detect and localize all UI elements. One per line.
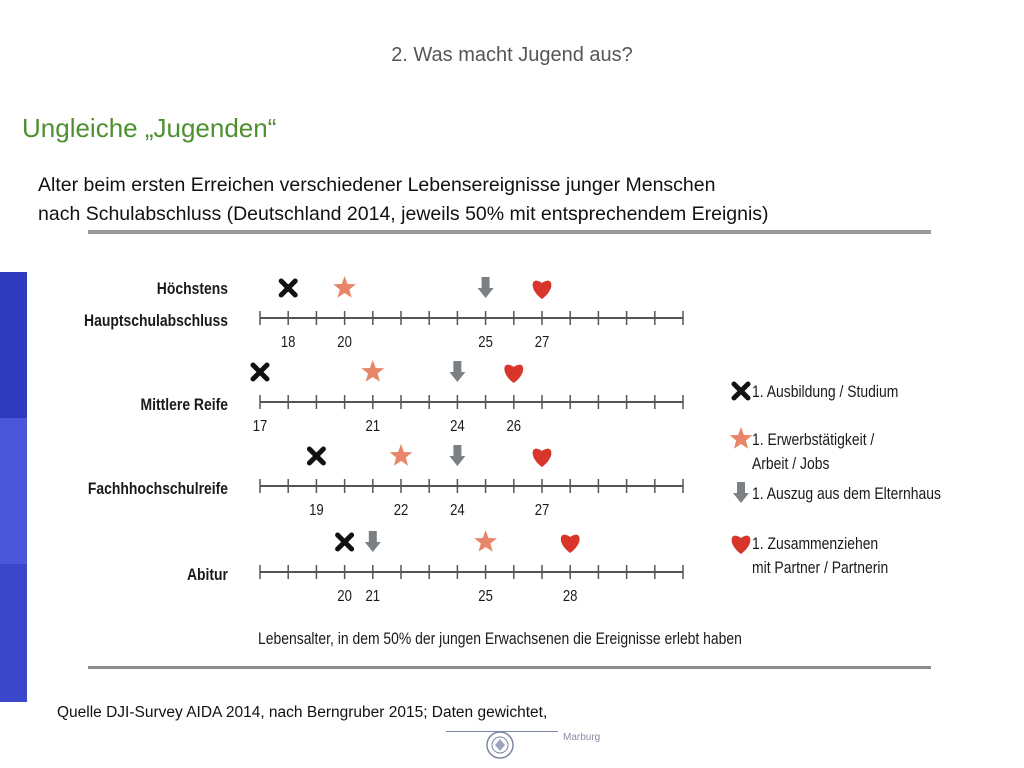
subtitle-line-1: Alter beim ersten Erreichen verschiedene… [38, 174, 716, 196]
star-icon [729, 427, 753, 449]
star-marker-icon [474, 530, 497, 552]
star-marker-icon [333, 276, 356, 298]
tick-label: 25 [478, 588, 493, 605]
tick-label: 24 [450, 418, 465, 435]
x-axis-label: Lebensalter, in dem 50% der jungen Erwac… [258, 630, 742, 649]
group-label: Hauptschulabschluss [84, 312, 228, 331]
top-rule [88, 230, 931, 234]
arrow-down-marker-icon [364, 531, 381, 552]
tick-label: 22 [394, 502, 409, 519]
group-label: Fachhhochschulreife [88, 480, 228, 499]
star-marker-icon [389, 444, 413, 466]
group-label: Mittlere Reife [141, 396, 229, 415]
subtitle-line-2: nach Schulabschluss (Deutschland 2014, j… [38, 203, 769, 225]
cross-marker-icon [306, 446, 326, 466]
tick-label: 28 [563, 588, 578, 605]
left-accent-bars [0, 272, 27, 702]
legend-label: Arbeit / Jobs [752, 455, 830, 474]
cross-icon [731, 381, 751, 401]
tick-label: 27 [535, 334, 550, 351]
left-bar-3 [0, 564, 27, 702]
arrow-down-icon [733, 482, 749, 503]
cross-marker-icon [278, 278, 298, 298]
tick-label: 17 [253, 418, 268, 435]
logo-text: Marburg [563, 732, 601, 743]
tick-label: 21 [366, 588, 381, 605]
legend-label: 1. Zusammenziehen [752, 535, 878, 554]
slide-title: Ungleiche „Jugenden“ [22, 113, 277, 143]
tick-label: 20 [337, 588, 352, 605]
tick-label: 27 [535, 502, 550, 519]
heart-icon [731, 535, 751, 554]
tick-label: 21 [366, 418, 381, 435]
legend-label: mit Partner / Partnerin [752, 559, 888, 578]
heart-marker-icon [504, 364, 524, 383]
source-note: Quelle DJI-Survey AIDA 2014, nach Berngr… [57, 704, 548, 721]
cross-marker-icon [335, 532, 355, 552]
tick-label: 24 [450, 502, 465, 519]
left-bar-1 [0, 272, 27, 418]
legend-label: 1. Auszug aus dem Elternhaus [752, 485, 941, 504]
bottom-rule [88, 666, 931, 669]
section-title: 2. Was macht Jugend aus? [391, 44, 633, 66]
arrow-down-marker-icon [449, 361, 466, 382]
tick-label: 25 [478, 334, 493, 351]
legend-label: 1. Ausbildung / Studium [752, 383, 898, 402]
arrow-down-marker-icon [449, 445, 466, 466]
heart-marker-icon [532, 448, 552, 467]
tick-label: 20 [337, 334, 352, 351]
university-seal-icon [486, 731, 514, 759]
cross-marker-icon [250, 362, 270, 382]
tick-label: 18 [281, 334, 296, 351]
left-bar-2 [0, 418, 27, 564]
heart-marker-icon [532, 280, 552, 299]
group-label: Höchstens [157, 280, 228, 299]
star-marker-icon [361, 360, 385, 382]
chart-subtitle: Alter beim ersten Erreichen verschiedene… [38, 171, 769, 229]
arrow-down-marker-icon [477, 277, 494, 298]
legend-label: 1. Erwerbstätigkeit / [752, 431, 875, 450]
tick-label: 19 [309, 502, 324, 519]
heart-marker-icon [560, 534, 580, 553]
tick-label: 26 [507, 418, 522, 435]
group-label: Abitur [187, 566, 228, 585]
